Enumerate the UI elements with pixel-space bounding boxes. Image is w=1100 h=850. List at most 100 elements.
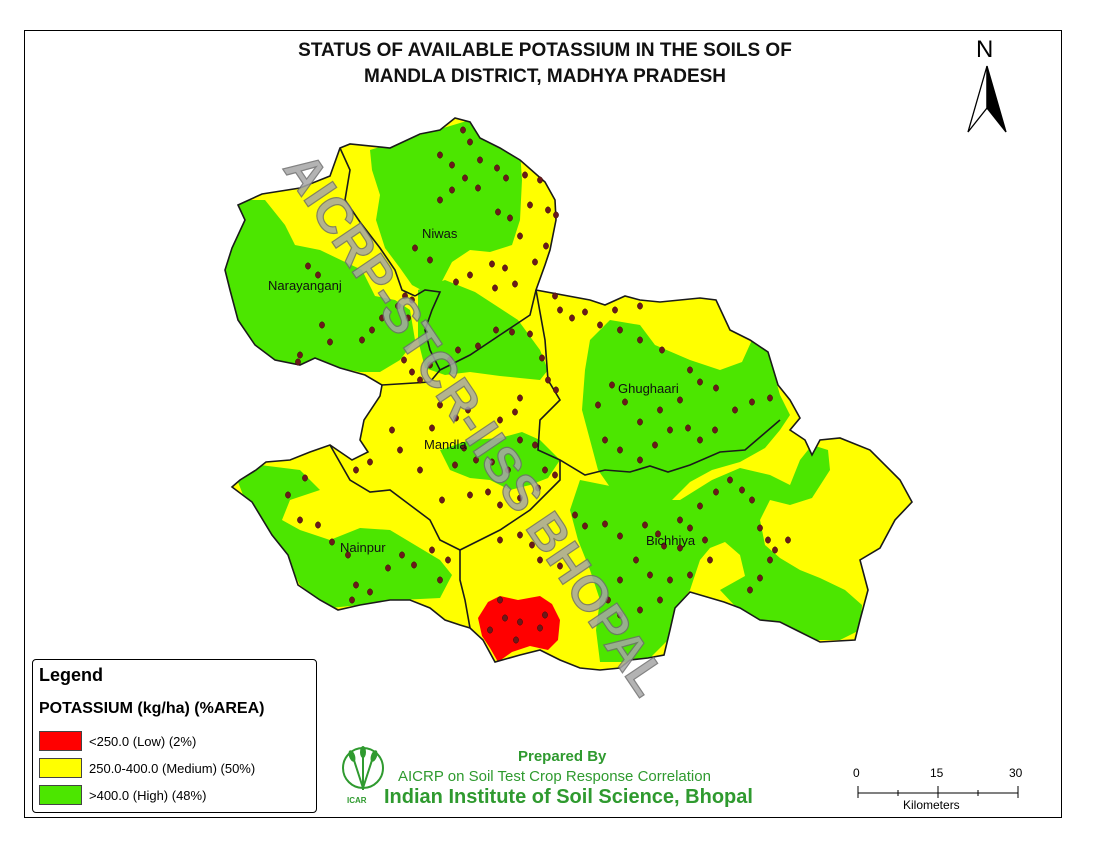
district-boundary (224, 117, 913, 671)
sample-point (557, 306, 563, 314)
sample-point (713, 488, 719, 496)
sample-point (492, 284, 498, 292)
sample-point (507, 214, 513, 222)
zone-low-potassium (478, 596, 560, 662)
sample-point (712, 426, 718, 434)
sample-point (353, 581, 359, 589)
sample-point (489, 260, 495, 268)
sample-point (652, 441, 658, 449)
sample-point (772, 546, 778, 554)
legend-box: Legend POTASSIUM (kg/ha) (%AREA) <250.0 … (32, 659, 317, 813)
sample-point (489, 458, 495, 466)
icar-logo-text: ICAR (347, 796, 367, 805)
sample-point (462, 174, 468, 182)
scale-tick-15: 15 (930, 766, 944, 780)
sample-point (327, 338, 333, 346)
sample-point (637, 418, 643, 426)
sample-point (527, 330, 533, 338)
sample-point (517, 436, 523, 444)
sample-point (532, 258, 538, 266)
sample-point (349, 596, 355, 604)
sample-point (465, 406, 471, 414)
sample-point (487, 626, 493, 634)
legend-label-medium: 250.0-400.0 (Medium) (50%) (89, 761, 256, 776)
sample-point (437, 196, 443, 204)
sample-point (677, 396, 683, 404)
sample-point (553, 211, 559, 219)
north-arrow-icon (967, 65, 1007, 133)
sample-point (757, 574, 763, 582)
sample-point (757, 524, 763, 532)
sample-point (545, 206, 551, 214)
north-label: N (976, 36, 994, 63)
sample-point (617, 532, 623, 540)
sample-point (497, 596, 503, 604)
map-title-line-2: MANDLA DISTRICT, MADHYA PRADESH (363, 66, 727, 87)
sample-point (532, 441, 538, 449)
sample-point (605, 596, 611, 604)
boundary-south (459, 550, 471, 629)
sample-point (453, 278, 459, 286)
sample-point (429, 546, 435, 554)
sample-point (517, 494, 523, 502)
legend-swatch-low (39, 731, 82, 751)
legend-label-high: >400.0 (High) (48%) (89, 788, 207, 803)
sample-point (667, 426, 673, 434)
sample-point (503, 174, 509, 182)
sample-point (353, 466, 359, 474)
sample-point (767, 556, 773, 564)
sample-point (637, 456, 643, 464)
sample-point (537, 624, 543, 632)
sample-point (297, 351, 303, 359)
sample-point (285, 491, 291, 499)
sample-point (557, 562, 563, 570)
sample-point (399, 551, 405, 559)
sample-point (497, 416, 503, 424)
sample-point (517, 618, 523, 626)
sample-point (685, 424, 691, 432)
zone-high-central (418, 280, 548, 380)
sample-point (502, 614, 508, 622)
sample-point (517, 232, 523, 240)
sample-point (437, 576, 443, 584)
sample-point (367, 458, 373, 466)
boundary-niwas-mandla (381, 289, 442, 386)
sample-point (379, 314, 385, 322)
sample-point (609, 381, 615, 389)
project-name: AICRP on Soil Test Crop Response Correla… (398, 768, 711, 785)
sample-point (509, 328, 515, 336)
zone-high-niwas (370, 120, 522, 292)
sample-point (467, 138, 473, 146)
sample-point (439, 496, 445, 504)
sample-point (539, 354, 545, 362)
sample-point (409, 296, 415, 304)
sample-point (582, 522, 588, 530)
sample-point (315, 271, 321, 279)
sample-point (437, 151, 443, 159)
sample-point (460, 126, 466, 134)
sample-point (453, 414, 459, 422)
sample-point (535, 484, 541, 492)
sample-point (437, 401, 443, 409)
sample-point (409, 368, 415, 376)
sample-point (697, 436, 703, 444)
sample-point (542, 466, 548, 474)
sample-point (411, 561, 417, 569)
sample-point (485, 488, 491, 496)
sample-point (512, 280, 518, 288)
sample-point (602, 436, 608, 444)
sample-point (455, 346, 461, 354)
sample-point (295, 358, 301, 366)
sample-point (637, 336, 643, 344)
sample-point (739, 486, 745, 494)
sample-point (572, 511, 578, 519)
place-label-ghughaari: Ghughaari (618, 381, 679, 396)
sample-point (497, 536, 503, 544)
sample-point (647, 571, 653, 579)
sample-point (319, 321, 325, 329)
high-potassium-zones (225, 120, 862, 662)
sample-point (305, 262, 311, 270)
sample-point (445, 556, 451, 564)
legend-swatch-medium (39, 758, 82, 778)
